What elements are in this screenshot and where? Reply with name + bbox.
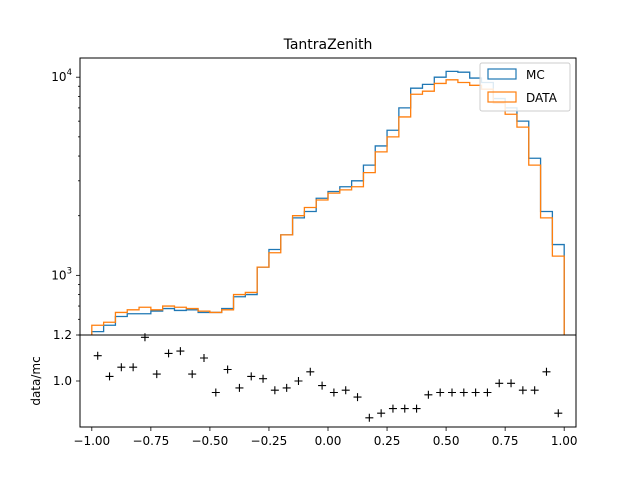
ratio-point — [353, 393, 362, 402]
ratio-x-tick-label: −0.25 — [251, 434, 288, 448]
ratio-x-tick-label: 0.00 — [315, 434, 342, 448]
ratio-point — [235, 383, 244, 392]
ratio-y-tick-label: 1.2 — [53, 328, 72, 342]
ratio-x-tick-label: 0.25 — [374, 434, 401, 448]
ratio-x-tick-label: −1.00 — [73, 434, 110, 448]
ratio-point — [495, 379, 504, 388]
ratio-x-tick-label: −0.50 — [192, 434, 229, 448]
histogram-y-tick-label: 103 — [51, 266, 72, 282]
ratio-x-tick-label: 1.00 — [551, 434, 578, 448]
ratio-x-tick-label: 0.75 — [492, 434, 519, 448]
ratio-point — [188, 370, 197, 379]
legend-frame — [479, 62, 571, 112]
ratio-point — [365, 413, 374, 422]
ratio-point — [259, 374, 268, 383]
ratio-points — [93, 333, 563, 422]
ratio-point — [294, 377, 303, 385]
ratio-point — [388, 404, 397, 413]
chart-title: TantraZenith — [283, 37, 373, 53]
ratio-frame — [79, 334, 577, 428]
ratio-y-tick-label: 1.0 — [53, 374, 72, 388]
histogram-y-tick-label: 104 — [51, 68, 72, 84]
ratio-point — [270, 386, 279, 395]
ratio-point — [341, 386, 350, 395]
legend-swatch-data — [487, 91, 517, 103]
ratio-point — [459, 388, 468, 397]
ratio-point — [93, 351, 102, 360]
ratio-point — [223, 365, 232, 374]
ratio-point — [117, 363, 126, 372]
ratio-point — [507, 379, 516, 388]
ratio-point — [530, 386, 539, 395]
ratio-point — [448, 388, 456, 397]
ratio-point — [306, 367, 315, 376]
ratio-point — [424, 390, 433, 399]
legend-swatch-mc — [487, 68, 517, 80]
ratio-point — [200, 354, 208, 362]
histogram-y-axis: 103 104 — [51, 68, 80, 336]
ratio-x-tick-label: 0.50 — [433, 434, 460, 448]
ratio-point — [400, 404, 409, 413]
legend: MC DATA — [479, 62, 571, 112]
ratio-point — [483, 388, 492, 397]
ratio-y-axis-label: data/mc — [29, 356, 43, 405]
ratio-point — [164, 349, 173, 358]
legend-label-data: DATA — [526, 91, 558, 105]
legend-label-mc: MC — [526, 68, 545, 82]
ratio-point — [471, 388, 480, 397]
ratio-point — [436, 388, 445, 397]
ratio-point — [412, 404, 421, 413]
ratio-point — [518, 386, 527, 395]
ratio-point — [152, 370, 161, 379]
histogram-panel: 103 104 MC DATA — [51, 57, 577, 336]
ratio-y-axis: 1.0 1.2 — [53, 328, 80, 388]
ratio-x-tick-label: −0.75 — [132, 434, 169, 448]
ratio-x-axis: −1.00 −0.75 −0.50 −0.25 0.00 0.25 0.50 0.75 1.00 — [73, 427, 578, 448]
ratio-point — [377, 409, 386, 418]
ratio-panel: 1.0 1.2 −1.00 −0.75 −0.50 −0.25 0.00 0.25 0.50 0… — [29, 328, 578, 448]
ratio-point — [247, 372, 256, 381]
ratio-point — [318, 381, 327, 390]
ratio-point — [176, 347, 185, 356]
ratio-point — [554, 409, 563, 418]
ratio-point — [129, 363, 138, 372]
ratio-point — [542, 367, 551, 376]
ratio-point — [329, 388, 338, 397]
ratio-point — [211, 388, 220, 397]
ratio-point — [282, 383, 291, 392]
ratio-point — [105, 372, 114, 381]
